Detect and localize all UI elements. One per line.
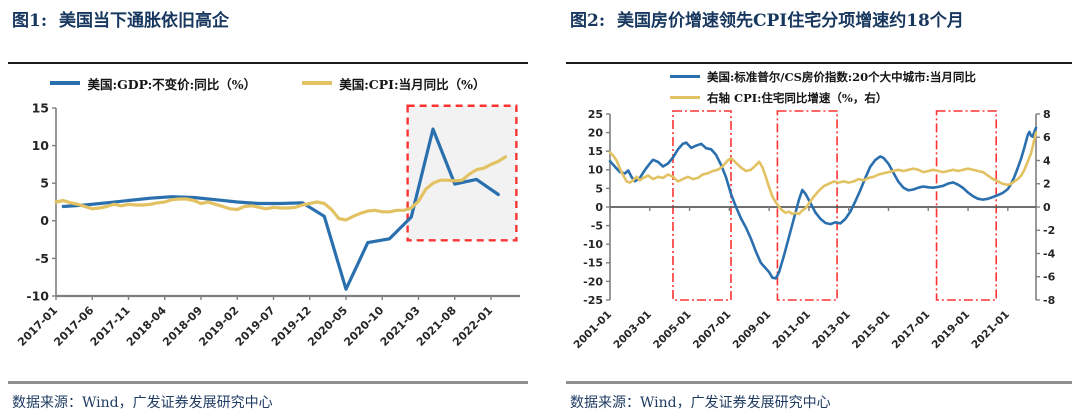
us-cs20-home-price-yoy-line (608, 126, 1038, 280)
x-tick-label: 2013-01 (810, 309, 853, 352)
figure1-legend: 美国:GDP:不变价:同比（%） 美国:CPI:当月同比（%） (8, 64, 528, 102)
legend-line-swatch (302, 81, 333, 85)
x-tick-label: 2015-01 (850, 309, 893, 352)
x-tick-label: 2022-01 (450, 304, 495, 349)
figure1-title-divider (8, 62, 528, 64)
y-tick-label: 15 (588, 145, 603, 158)
x-tick-label: 2003-01 (611, 309, 654, 352)
y-tick-label: -10 (26, 288, 49, 303)
x-tick-label: 2019-01 (930, 309, 973, 352)
figure2-source-divider (566, 381, 1072, 384)
y-tick-label: 10 (32, 138, 50, 153)
figure2-source-block: 数据来源：Wind，广发证券发展研究中心 (566, 381, 1072, 416)
y-tick-label-right: -4 (1043, 247, 1056, 260)
figure2-title: 图2: 美国房价增速领先CPI住宅分项增速约18个月 (570, 11, 964, 31)
y-tick-label-right: -6 (1043, 271, 1056, 284)
x-tick-label: 2001-01 (572, 309, 615, 352)
highlight-box (776, 110, 838, 301)
y-tick-label: 10 (588, 164, 604, 177)
y-tick-label-right: 0 (1043, 201, 1051, 214)
figure1-source: 数据来源：Wind，广发证券发展研究中心 (12, 395, 273, 411)
legend-item: 右轴 CPI:住宅同比增速（%，右） (670, 90, 1072, 106)
x-tick-label: 2009-01 (731, 309, 774, 352)
figure2-title-divider (566, 62, 1072, 64)
legend-label: 右轴 CPI:住宅同比增速（%，右） (707, 90, 888, 105)
y-tick-label-right: 6 (1043, 131, 1051, 144)
y-tick-label: 20 (588, 126, 604, 139)
figure2-chart: -25-20-15-10-50510152025-8-6-4-202468200… (572, 110, 1056, 352)
y-tick-label: -20 (583, 275, 603, 288)
y-tick-label: -15 (583, 257, 603, 270)
y-tick-label: 5 (40, 176, 49, 191)
y-tick-label-right: 4 (1043, 154, 1051, 167)
y-tick-label: 15 (32, 102, 49, 115)
legend-line-swatch (670, 74, 700, 79)
figure1-panel: 图1: 美国当下通胀依旧高企 美国:GDP:不变价:同比（%） 美国:CPI:当月… (8, 6, 528, 416)
legend-line-swatch (670, 95, 700, 100)
us-cpi-shelter-yoy-line (608, 131, 1038, 216)
y-tick-label: 0 (595, 201, 603, 214)
x-tick-label: 2017-01 (890, 309, 933, 352)
figure1-chart: -10-50510152017-012017-062017-112018-042… (15, 102, 520, 349)
figure1-source-block: 数据来源：Wind，广发证券发展研究中心 (8, 381, 528, 416)
legend-item: 美国:GDP:不变价:同比（%） (50, 74, 256, 93)
y-tick-label: 25 (588, 110, 603, 121)
y-tick-label: 5 (595, 182, 603, 195)
y-tick-label: -25 (583, 294, 603, 307)
y-tick-label: -5 (35, 251, 49, 266)
x-tick-label: 2011-01 (770, 309, 813, 352)
x-tick-label: 2021-01 (969, 309, 1012, 352)
y-tick-label-right: -8 (1043, 294, 1055, 307)
us-gdp-yoy-line (61, 127, 500, 291)
y-tick-label-right: 2 (1043, 178, 1051, 191)
highlight-box (672, 110, 732, 301)
y-tick-label-right: 8 (1043, 110, 1051, 121)
y-tick-label: 0 (40, 213, 49, 228)
highlight-box (935, 110, 998, 301)
figure2-source: 数据来源：Wind，广发证券发展研究中心 (570, 395, 831, 411)
us-cpi-yoy-line (54, 155, 508, 222)
legend-item: 美国:标准普尔/CS房价指数:20个大中城市:当月同比 (670, 69, 1072, 85)
figure2-legend: 美国:标准普尔/CS房价指数:20个大中城市:当月同比 右轴 CPI:住宅同比增速… (566, 64, 1072, 110)
x-tick-label: 2007-01 (691, 309, 734, 352)
y-tick-label: -10 (583, 238, 603, 251)
legend-label: 美国:CPI:当月同比（%） (339, 76, 486, 92)
figure2-panel: 图2: 美国房价增速领先CPI住宅分项增速约18个月 美国:标准普尔/CS房价指… (566, 6, 1072, 416)
y-tick-label: -5 (591, 219, 603, 232)
x-tick-label: 2005-01 (651, 309, 694, 352)
legend-label: 美国:GDP:不变价:同比（%） (87, 76, 257, 92)
figure1-source-divider (8, 381, 528, 384)
highlight-box (406, 104, 518, 242)
legend-label: 美国:标准普尔/CS房价指数:20个大中城市:当月同比 (707, 69, 976, 84)
legend-item: 美国:CPI:当月同比（%） (302, 74, 486, 93)
figure1-title: 图1: 美国当下通胀依旧高企 (12, 11, 229, 31)
y-tick-label-right: -2 (1043, 224, 1055, 237)
legend-line-swatch (50, 81, 81, 85)
